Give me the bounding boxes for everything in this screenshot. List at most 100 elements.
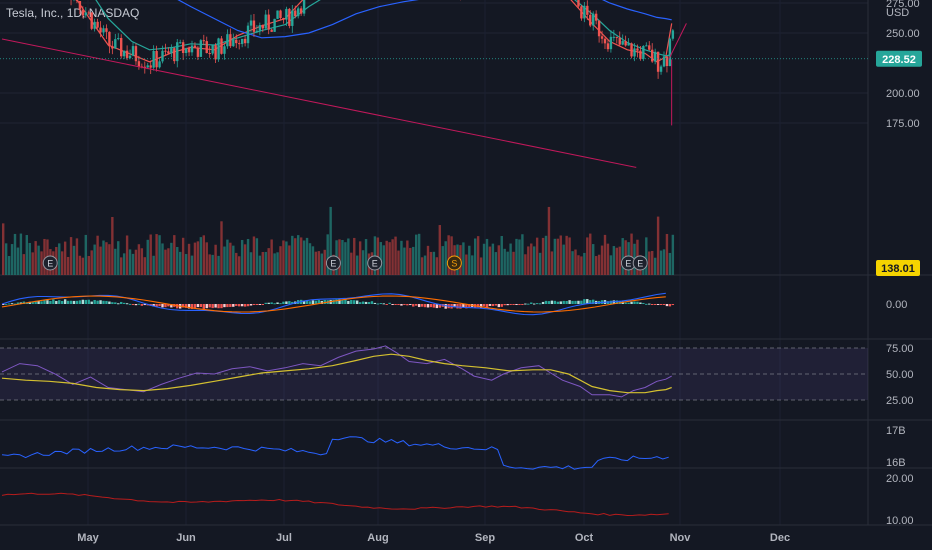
candle-body[interactable] — [662, 56, 666, 67]
candle-body[interactable] — [288, 8, 291, 26]
candle-body[interactable] — [111, 46, 114, 49]
candle-body[interactable] — [633, 48, 636, 57]
candle-body[interactable] — [642, 45, 645, 59]
split-event-marker[interactable] — [446, 255, 462, 271]
candle-body[interactable] — [90, 12, 93, 29]
candle-body[interactable] — [243, 38, 247, 44]
candle-body[interactable] — [120, 38, 123, 57]
candle-body[interactable] — [134, 46, 138, 62]
candle-body[interactable] — [179, 42, 182, 44]
candle-body[interactable] — [84, 12, 87, 16]
candle-body[interactable] — [270, 29, 273, 32]
candle-body[interactable] — [258, 25, 262, 31]
candle-body[interactable] — [128, 55, 132, 58]
candle-body[interactable] — [232, 39, 235, 47]
candle-body[interactable] — [170, 48, 173, 54]
candle-body[interactable] — [164, 50, 167, 52]
candle-body[interactable] — [246, 25, 250, 44]
candle-body[interactable] — [196, 47, 200, 57]
candle-body[interactable] — [105, 28, 108, 32]
candle-body[interactable] — [603, 38, 607, 44]
candle-body[interactable] — [114, 39, 117, 49]
candle-body[interactable] — [273, 18, 276, 32]
candle-body[interactable] — [645, 45, 648, 47]
candle-body[interactable] — [653, 51, 657, 62]
candle-body[interactable] — [612, 36, 616, 38]
candle-body[interactable] — [143, 66, 146, 68]
candle-body[interactable] — [249, 20, 253, 26]
candle-body[interactable] — [184, 48, 188, 54]
candle-body[interactable] — [211, 45, 214, 54]
candle-body[interactable] — [214, 45, 217, 60]
candle-body[interactable] — [267, 14, 270, 30]
earnings-event-marker[interactable] — [632, 255, 648, 271]
candle-body[interactable] — [624, 41, 627, 46]
candle-body[interactable] — [285, 8, 288, 20]
candle-body[interactable] — [158, 61, 161, 68]
candle-body[interactable] — [93, 21, 96, 29]
candle-body[interactable] — [146, 65, 149, 68]
candle-body[interactable] — [606, 43, 610, 50]
candle-body[interactable] — [96, 21, 99, 28]
candle-body[interactable] — [577, 0, 580, 7]
candle-body[interactable] — [193, 45, 197, 48]
candle-body[interactable] — [152, 50, 155, 68]
candle-body[interactable] — [279, 10, 282, 19]
candle-body[interactable] — [176, 42, 179, 62]
candle-body[interactable] — [205, 41, 208, 54]
candle-body[interactable] — [255, 30, 259, 32]
candle-body[interactable] — [636, 48, 639, 51]
price-axis[interactable]: 325.00300.00275.00250.00200.00175.00USD0… — [886, 0, 920, 527]
candle-body[interactable] — [659, 66, 663, 72]
candle-body[interactable] — [586, 5, 589, 15]
candle-body[interactable] — [597, 20, 601, 37]
candle-body[interactable] — [199, 40, 203, 57]
candle-body[interactable] — [190, 45, 194, 53]
candle-body[interactable] — [671, 30, 675, 39]
candle-body[interactable] — [252, 20, 256, 32]
candle-body[interactable] — [122, 50, 126, 57]
candle-body[interactable] — [291, 10, 294, 26]
candle-body[interactable] — [137, 61, 141, 67]
candle-body[interactable] — [149, 65, 152, 68]
candle-body[interactable] — [161, 50, 164, 62]
candle-body[interactable] — [592, 13, 595, 26]
trendline-segment[interactable] — [1, 38, 637, 168]
candle-body[interactable] — [99, 27, 102, 33]
candle-body[interactable] — [302, 0, 306, 14]
candle-body[interactable] — [264, 14, 267, 29]
candle-body[interactable] — [583, 5, 586, 19]
time-axis[interactable]: May Jun Jul Aug Sep Oct Nov Dec — [77, 532, 790, 544]
candle-body[interactable] — [75, 0, 79, 2]
candle-body[interactable] — [202, 40, 205, 42]
trendline[interactable] — [1, 23, 687, 168]
candle-body[interactable] — [223, 46, 226, 54]
candle-body[interactable] — [81, 9, 85, 16]
earnings-event-marker[interactable] — [367, 255, 383, 271]
candle-body[interactable] — [229, 34, 232, 47]
candle-body[interactable] — [294, 10, 297, 17]
candle-body[interactable] — [181, 42, 185, 54]
candle-body[interactable] — [299, 8, 303, 14]
candle-body[interactable] — [665, 56, 669, 67]
candle-body[interactable] — [117, 38, 120, 40]
earnings-event-marker[interactable] — [42, 255, 58, 271]
candle-body[interactable] — [108, 31, 111, 47]
candle-body[interactable] — [609, 36, 613, 50]
candle-body[interactable] — [87, 12, 90, 14]
candle-body[interactable] — [187, 48, 191, 53]
candle-body[interactable] — [668, 38, 672, 67]
candle-body[interactable] — [639, 50, 642, 59]
candle-body[interactable] — [297, 8, 300, 17]
candle-body[interactable] — [648, 45, 651, 50]
candle-body[interactable] — [651, 49, 654, 62]
candle-body[interactable] — [600, 36, 604, 39]
candle-body[interactable] — [240, 38, 244, 44]
candle-body[interactable] — [125, 50, 129, 58]
candle-body[interactable] — [220, 38, 223, 54]
candle-body[interactable] — [235, 39, 238, 44]
candle-body[interactable] — [627, 43, 630, 46]
candle-body[interactable] — [78, 1, 82, 10]
candle-body[interactable] — [261, 25, 264, 29]
